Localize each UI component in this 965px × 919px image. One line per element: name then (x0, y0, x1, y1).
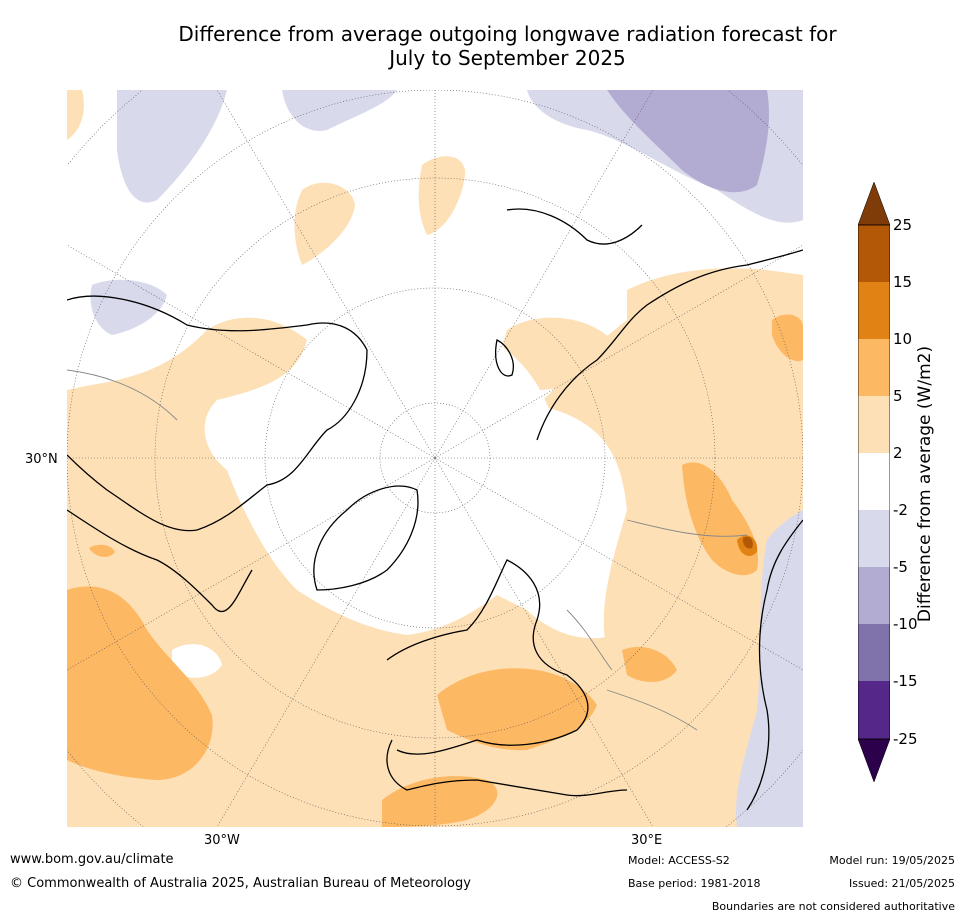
meridian-30w (216, 457, 436, 827)
colorbar-title: Difference from average (W/m2) (915, 345, 935, 623)
colorbar-tick-label: 5 (893, 387, 903, 405)
colorbar-minus-15-to-25 (858, 681, 890, 739)
anomaly-pacific-deep (607, 90, 769, 193)
anomaly-central-asia (622, 646, 677, 682)
colorbar-tick-label: -5 (893, 558, 908, 576)
neutral-regions (172, 324, 612, 678)
colorbar-5-to-10 (858, 339, 890, 396)
model-text: Model: ACCESS-S2 (628, 854, 730, 867)
longitude-30e-label: 30°E (631, 833, 663, 848)
coast-north-america (67, 295, 368, 532)
coast-greenland (313, 485, 419, 591)
neutral-atlantic-patch (172, 644, 222, 678)
colorbar (858, 182, 890, 782)
colorbar-tick-label: -10 (893, 615, 918, 633)
colorbar-minus-2-to-5 (858, 510, 890, 567)
colorbar-overflow-top (858, 182, 890, 226)
colorbar-tick-label: 10 (893, 330, 913, 348)
anomaly-pacific-north-small (282, 90, 397, 131)
colorbar-tick-label: -15 (893, 672, 918, 690)
colorbar-tick-label: 15 (893, 273, 913, 291)
meridian-120e (434, 244, 803, 459)
border-russia-west (566, 609, 613, 671)
coast-europe (386, 559, 589, 755)
neutral-arctic (266, 324, 558, 600)
border-russia-china (626, 519, 748, 537)
border-central-asia (606, 689, 698, 731)
colorbar-tick-label: 2 (893, 444, 903, 462)
title-line-2: July to September 2025 (389, 46, 626, 70)
anomaly-north-america-east (90, 279, 167, 335)
anomaly-europe (437, 668, 597, 751)
disclaimer-text: Boundaries are not considered authoritat… (711, 900, 955, 913)
coast-siberia (536, 249, 803, 441)
colorbar-15-to-25 (858, 225, 890, 282)
website-link[interactable]: www.bom.gov.au/climate (10, 852, 174, 867)
graticule (67, 90, 803, 827)
coast-north-america-south (67, 509, 253, 613)
anomaly-pacific-north (294, 182, 355, 265)
colorbar-tick-label: 25 (893, 216, 913, 234)
map-title: Difference from average outgoing longwav… (60, 22, 955, 70)
anomaly-atlantic-tropics (67, 586, 213, 780)
meridian-30e (434, 457, 654, 827)
coast-alaska (506, 208, 643, 245)
meridian-150w (216, 90, 436, 459)
anomaly-west-atlantic-pacific (67, 317, 803, 827)
base-period-text: Base period: 1981-2018 (628, 877, 761, 890)
coastlines (67, 208, 803, 811)
anomaly-east-asia (736, 510, 803, 827)
issued-text: Issued: 21/05/2025 (848, 877, 955, 890)
map-canvas (67, 90, 803, 827)
anomaly-siberia-north (503, 317, 612, 390)
coast-arctic-islands (495, 339, 514, 377)
meridian-120w (67, 244, 436, 459)
anomaly-far-east-strip (772, 314, 803, 362)
colorbar-minus-10-to-15 (858, 624, 890, 681)
anomaly-china-peak (742, 536, 753, 549)
longitude-30w-label: 30°W (204, 833, 240, 848)
colorbar-overflow-bottom (858, 738, 890, 782)
colorbar-neutral (858, 453, 890, 510)
colorbar-tick-label: -2 (893, 501, 908, 519)
colorbar-tick-label: -25 (893, 730, 918, 748)
colorbar-2-to-5 (858, 396, 890, 453)
anomaly-caribbean-dot (89, 544, 115, 557)
meridian-150e (434, 90, 654, 459)
anomaly-alaska-west (67, 90, 84, 140)
colorbar-minus-5-to-10 (858, 567, 890, 624)
anomaly-bering-strip (418, 156, 466, 235)
colorbar-outline (858, 224, 890, 740)
colorbar-10-to-15 (858, 282, 890, 339)
anomaly-high-regions (737, 535, 758, 556)
border-us-canada (67, 369, 178, 421)
forecast-map (67, 90, 803, 827)
country-borders (67, 369, 748, 731)
coast-east-asia (746, 519, 803, 811)
anomaly-minus-5-to-10-regions (607, 90, 769, 193)
coast-iberia-africa (386, 739, 628, 797)
title-line-1: Difference from average outgoing longwav… (178, 22, 837, 46)
copyright-text: © Commonwealth of Australia 2025, Austra… (10, 876, 471, 891)
anomaly-north-pacific-west (117, 90, 227, 203)
neutral-scandinavia (523, 506, 612, 586)
model-run-text: Model run: 19/05/2025 (829, 854, 955, 867)
latitude-30n-label: 30°N (25, 452, 58, 467)
